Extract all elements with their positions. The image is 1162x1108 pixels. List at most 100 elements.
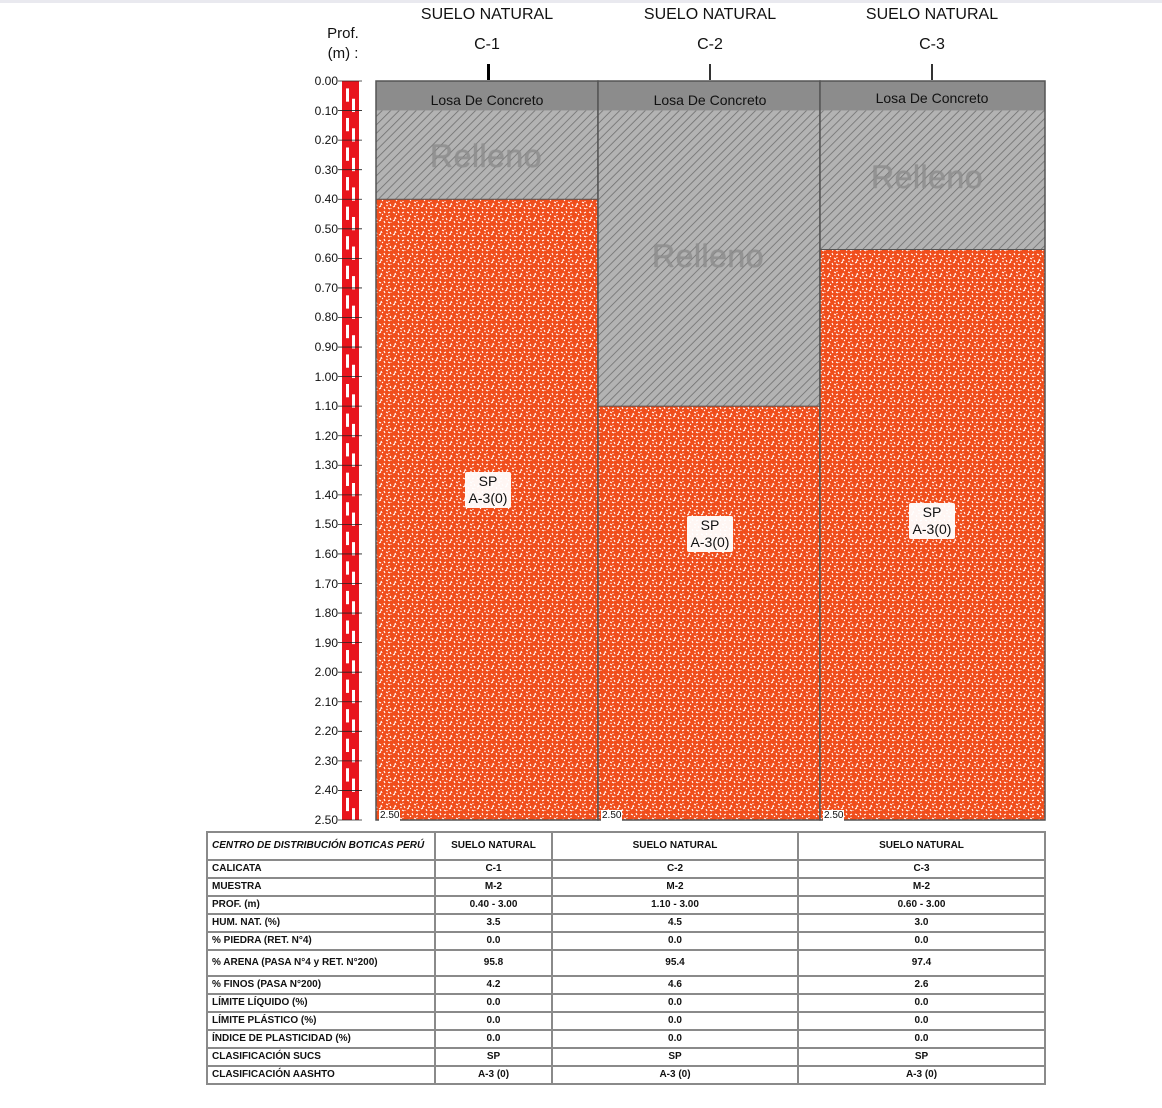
concrete-slab	[376, 81, 598, 111]
depth-axis-title: Prof. (m) :	[318, 24, 368, 64]
depth-tick-label: 2.40	[314, 783, 338, 798]
depth-axis-title-line1: Prof.	[327, 25, 359, 42]
table-body: CALICATA C-1 C-2 C-3 MUESTRA M-2 M-2 M-2 PROF. (…	[206, 859, 1046, 1085]
concrete-slab	[820, 81, 1045, 111]
soil-sucs: SP	[700, 517, 720, 533]
table-cell: 1.10 - 3.00	[551, 895, 799, 915]
top-border	[0, 0, 1162, 3]
depth-tick-label: 0.00	[314, 74, 338, 88]
depth-tick-label: 1.00	[314, 369, 338, 384]
ruler-segment	[352, 394, 355, 408]
depth-tick-label: 1.10	[314, 399, 338, 414]
depth-tick-label: 1.40	[314, 487, 338, 502]
table-header-row: CENTRO DE DISTRIBUCIÓN BOTICAS PERÚ SUEL…	[206, 831, 1046, 861]
ruler-segment	[346, 561, 349, 575]
table-row: PROF. (m) 0.40 - 3.00 1.10 - 3.00 0.60 - 3.…	[206, 895, 1046, 915]
table-row: % PIEDRA (RET. N°4) 0.0 0.0 0.0	[206, 931, 1046, 951]
concrete-slab	[598, 81, 820, 111]
ruler-segment	[352, 246, 355, 260]
depth-tick-label: 0.60	[314, 251, 338, 266]
ruler-segment	[352, 276, 355, 290]
table-cell: 0.0	[434, 1011, 553, 1031]
ruler-segment	[346, 383, 349, 398]
profile-type: SUELO NATURAL	[420, 6, 554, 23]
ruler-segment	[352, 719, 355, 733]
fill-layer	[376, 110, 598, 200]
depth-tick-label: 0.40	[314, 192, 338, 207]
table-cell: 3.5	[434, 913, 553, 933]
ruler-segment	[352, 305, 355, 319]
soil-aashto: A-3(0)	[690, 534, 730, 550]
ruler-segment	[346, 590, 349, 605]
slab-label-c2: Losa De Concreto	[653, 92, 767, 108]
ruler-segment	[352, 423, 355, 438]
profile-calicata: C-2	[697, 36, 723, 53]
table-row-label: % FINOS (PASA N°200)	[206, 975, 436, 995]
table-cell: 0.0	[797, 1029, 1046, 1049]
ruler-segment	[346, 650, 349, 664]
ruler-segment	[352, 98, 355, 113]
depth-tick-label: 0.30	[314, 162, 338, 177]
ruler-segment	[352, 808, 355, 822]
table-cell: C-3	[797, 859, 1046, 879]
depth-tick-label: 2.20	[314, 724, 338, 739]
profile-marker-c2	[709, 64, 711, 80]
table-row: CLASIFICACIÓN SUCS SP SP SP	[206, 1047, 1046, 1067]
soil-profile-diagram	[338, 80, 1046, 822]
ruler-segment	[346, 206, 349, 220]
table-cell: 97.4	[797, 949, 1046, 977]
table-cell: 95.4	[551, 949, 799, 977]
table-header-c3: SUELO NATURAL	[797, 831, 1046, 861]
bottom-depth-label-c1: 2.50	[379, 810, 401, 821]
ruler-segment	[346, 147, 349, 161]
ruler-segment	[346, 88, 349, 102]
ruler-segment	[352, 542, 355, 556]
table-row: HUM. NAT. (%) 3.5 4.5 3.0	[206, 913, 1046, 933]
table-cell: C-1	[434, 859, 553, 879]
ruler-segment	[352, 571, 355, 585]
ruler-segment	[346, 502, 349, 516]
ruler-bar	[342, 81, 359, 820]
table-row-label: ÍNDICE DE PLASTICIDAD (%)	[206, 1029, 436, 1049]
ruler-segment	[352, 216, 355, 231]
table-cell: 0.0	[551, 931, 799, 951]
ruler-segment	[346, 620, 349, 634]
table-row-label: LÍMITE LÍQUIDO (%)	[206, 993, 436, 1013]
ruler-segment	[352, 660, 355, 674]
depth-tick-label: 1.70	[314, 576, 338, 591]
table-row-label: CALICATA	[206, 859, 436, 879]
ruler-segment	[352, 187, 355, 201]
table-cell: 0.0	[797, 993, 1046, 1013]
ruler-segment	[346, 265, 349, 280]
table-cell: 4.6	[551, 975, 799, 995]
soil-sucs: SP	[478, 473, 498, 489]
ruler-segment	[346, 324, 349, 339]
soil-sucs: SP	[922, 504, 942, 520]
ruler-segment	[346, 354, 349, 368]
depth-tick-label: 2.50	[314, 813, 338, 827]
ruler-segment	[346, 679, 349, 693]
ruler-segment	[346, 236, 349, 250]
table-cell: SP	[797, 1047, 1046, 1067]
soil-aashto: A-3(0)	[468, 490, 508, 506]
table-row-label: MUESTRA	[206, 877, 436, 897]
ruler-segment	[352, 689, 355, 704]
table-cell: M-2	[434, 877, 553, 897]
bottom-depth-label-c2: 2.50	[601, 810, 623, 821]
depth-tick-label: 0.90	[314, 340, 338, 355]
ruler-segment	[352, 601, 355, 615]
table-row-label: CLASIFICACIÓN AASHTO	[206, 1065, 436, 1085]
fill-label-c3: Relleno	[871, 159, 984, 195]
depth-tick-label: 0.80	[314, 310, 338, 325]
ruler-segment	[346, 443, 349, 457]
table-cell: SP	[434, 1047, 553, 1067]
ruler-segment	[346, 117, 349, 132]
depth-tick-label: 0.70	[314, 280, 338, 295]
fill-layer	[820, 110, 1045, 250]
table-cell: 4.2	[434, 975, 553, 995]
ruler-segment	[346, 797, 349, 812]
table-cell: SP	[551, 1047, 799, 1067]
ruler-segment	[352, 157, 355, 172]
soil-properties-table: CENTRO DE DISTRIBUCIÓN BOTICAS PERÚ SUEL…	[206, 831, 1046, 1085]
table-cell: 0.40 - 3.00	[434, 895, 553, 915]
